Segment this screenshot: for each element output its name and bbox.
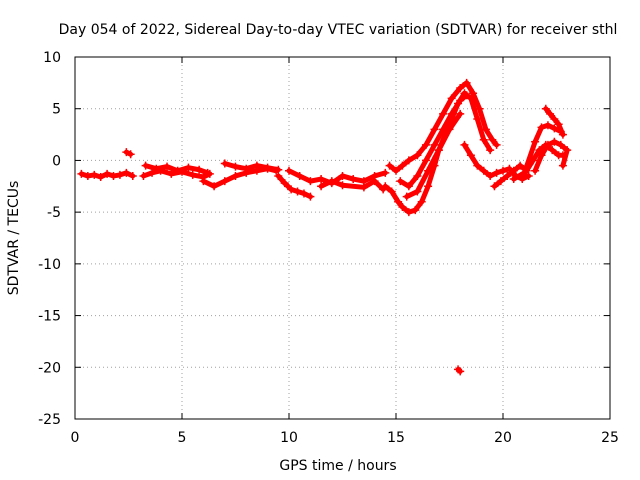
y-tick-label: 5 <box>52 102 61 118</box>
data-point <box>456 367 465 376</box>
data-point <box>306 192 315 201</box>
data-point <box>492 140 501 149</box>
plot-frame <box>74 56 611 420</box>
series-seg17 <box>531 137 572 175</box>
x-tick-label: 20 <box>494 430 512 446</box>
x-tick-label: 25 <box>601 430 619 446</box>
series-connector <box>470 90 482 112</box>
series-seg13 <box>402 109 465 201</box>
series-connector <box>425 163 438 189</box>
series-connector <box>425 147 442 174</box>
series-seg4 <box>141 161 212 177</box>
data-point <box>126 150 135 159</box>
series-connector <box>447 111 463 132</box>
y-tick-label: -10 <box>38 257 61 273</box>
x-tick-label: 5 <box>178 430 187 446</box>
series-seg15 <box>490 140 567 191</box>
y-tick-labels: 10 5 0 -5 -10 -15 -20 -25 <box>38 50 61 428</box>
series-connector <box>449 97 463 117</box>
y-tick-label: 0 <box>52 153 61 169</box>
x-tick-label: 0 <box>71 430 80 446</box>
series-seg2 <box>122 148 135 159</box>
series-seg11 <box>385 78 501 175</box>
series-connector <box>476 106 489 132</box>
axis-ticks <box>74 56 611 420</box>
series-seg16 <box>509 121 565 184</box>
series-connector <box>532 124 545 145</box>
series-seg12 <box>396 91 471 191</box>
series-seg19 <box>454 365 465 376</box>
series-connector <box>440 95 455 117</box>
data-point <box>456 109 465 118</box>
series-connector <box>419 183 431 205</box>
data-point <box>558 130 567 139</box>
series-connector <box>372 178 386 192</box>
series-connector <box>436 126 452 153</box>
series-seg7 <box>274 171 315 201</box>
y-tick-label: -15 <box>38 309 61 325</box>
data-point <box>558 161 567 170</box>
x-axis-label: GPS time / hours <box>279 458 396 474</box>
series-connector <box>440 111 455 132</box>
chart-title: Day 054 of 2022, Sidereal Day-to-day VTE… <box>59 22 618 38</box>
series-seg18 <box>541 104 567 139</box>
series-connector <box>423 126 438 148</box>
data-points <box>77 78 572 376</box>
series-connector <box>457 92 470 103</box>
data-point <box>381 168 390 177</box>
series-connector <box>532 152 545 174</box>
series-seg9 <box>317 177 388 194</box>
series-connector <box>414 168 431 194</box>
series-seg1 <box>77 168 137 181</box>
y-tick-label: -25 <box>38 412 61 428</box>
series-connector <box>432 111 446 132</box>
data-point <box>524 171 533 180</box>
series-connector <box>474 116 487 143</box>
series-connector <box>468 95 480 122</box>
x-tick-label: 15 <box>387 430 405 446</box>
y-tick-label: -5 <box>47 205 61 221</box>
series-connector <box>432 126 446 148</box>
data-point <box>203 168 212 177</box>
data-point <box>486 146 495 155</box>
series-connector <box>521 139 538 176</box>
y-tick-label: -20 <box>38 360 61 376</box>
y-tick-label: 10 <box>43 50 61 66</box>
y-axis-label: SDTVAR / TECUs <box>6 181 22 296</box>
data-point <box>128 171 137 180</box>
series-connector <box>481 137 493 153</box>
series-connector <box>423 142 438 163</box>
x-tick-label: 10 <box>280 430 298 446</box>
data-point <box>462 91 471 100</box>
series-connector <box>414 157 429 179</box>
x-tick-labels: 0 5 10 15 20 25 <box>71 430 619 446</box>
grid-lines <box>75 57 610 419</box>
series-seg14 <box>460 140 533 184</box>
series-seg6 <box>220 159 283 174</box>
